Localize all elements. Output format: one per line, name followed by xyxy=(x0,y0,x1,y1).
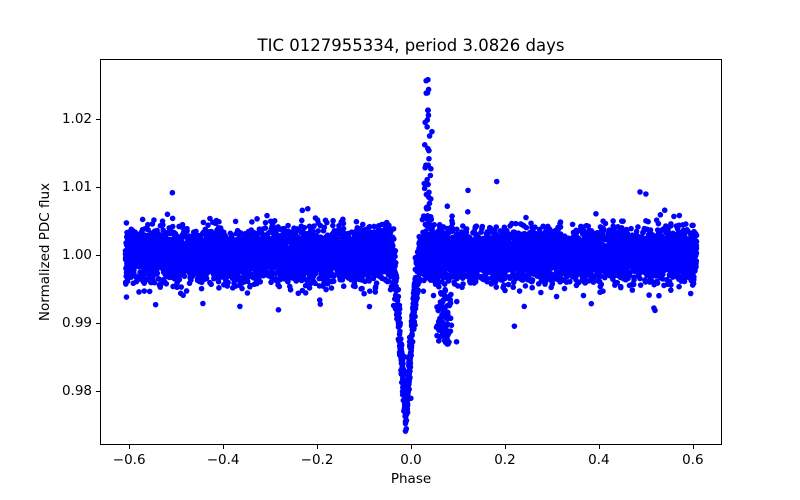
y-tick-mark xyxy=(96,390,100,392)
y-tick-label: 1.00 xyxy=(61,247,92,264)
x-tick-label: 0.2 xyxy=(494,452,516,468)
scatter-canvas xyxy=(101,60,721,444)
y-tick-mark xyxy=(96,323,100,325)
plot-area xyxy=(100,59,722,445)
x-tick-mark xyxy=(223,445,225,449)
y-axis-label: Normalized PDC flux xyxy=(37,182,53,322)
y-tick-mark xyxy=(96,187,100,189)
chart-title: TIC 0127955334, period 3.0826 days xyxy=(257,36,565,55)
y-tick-mark xyxy=(96,119,100,121)
x-tick-mark xyxy=(411,445,412,449)
x-tick-label: −0.2 xyxy=(300,452,334,468)
x-tick-label: −0.6 xyxy=(112,452,146,468)
y-tick-label: 1.02 xyxy=(61,111,92,128)
y-tick-mark xyxy=(96,255,100,257)
x-tick-mark xyxy=(129,445,131,449)
x-tick-mark xyxy=(692,445,694,449)
y-tick-label: 0.99 xyxy=(61,315,92,332)
x-tick-mark xyxy=(504,445,506,449)
y-tick-label: 0.98 xyxy=(61,382,92,399)
x-tick-mark xyxy=(317,445,319,449)
x-tick-label: −0.4 xyxy=(206,452,240,468)
x-axis-label: Phase xyxy=(390,471,432,487)
x-tick-mark xyxy=(598,445,600,449)
x-tick-label: 0.0 xyxy=(400,452,422,468)
x-tick-label: 0.6 xyxy=(682,452,704,468)
x-tick-label: 0.4 xyxy=(588,452,610,468)
y-tick-label: 1.01 xyxy=(61,179,92,196)
